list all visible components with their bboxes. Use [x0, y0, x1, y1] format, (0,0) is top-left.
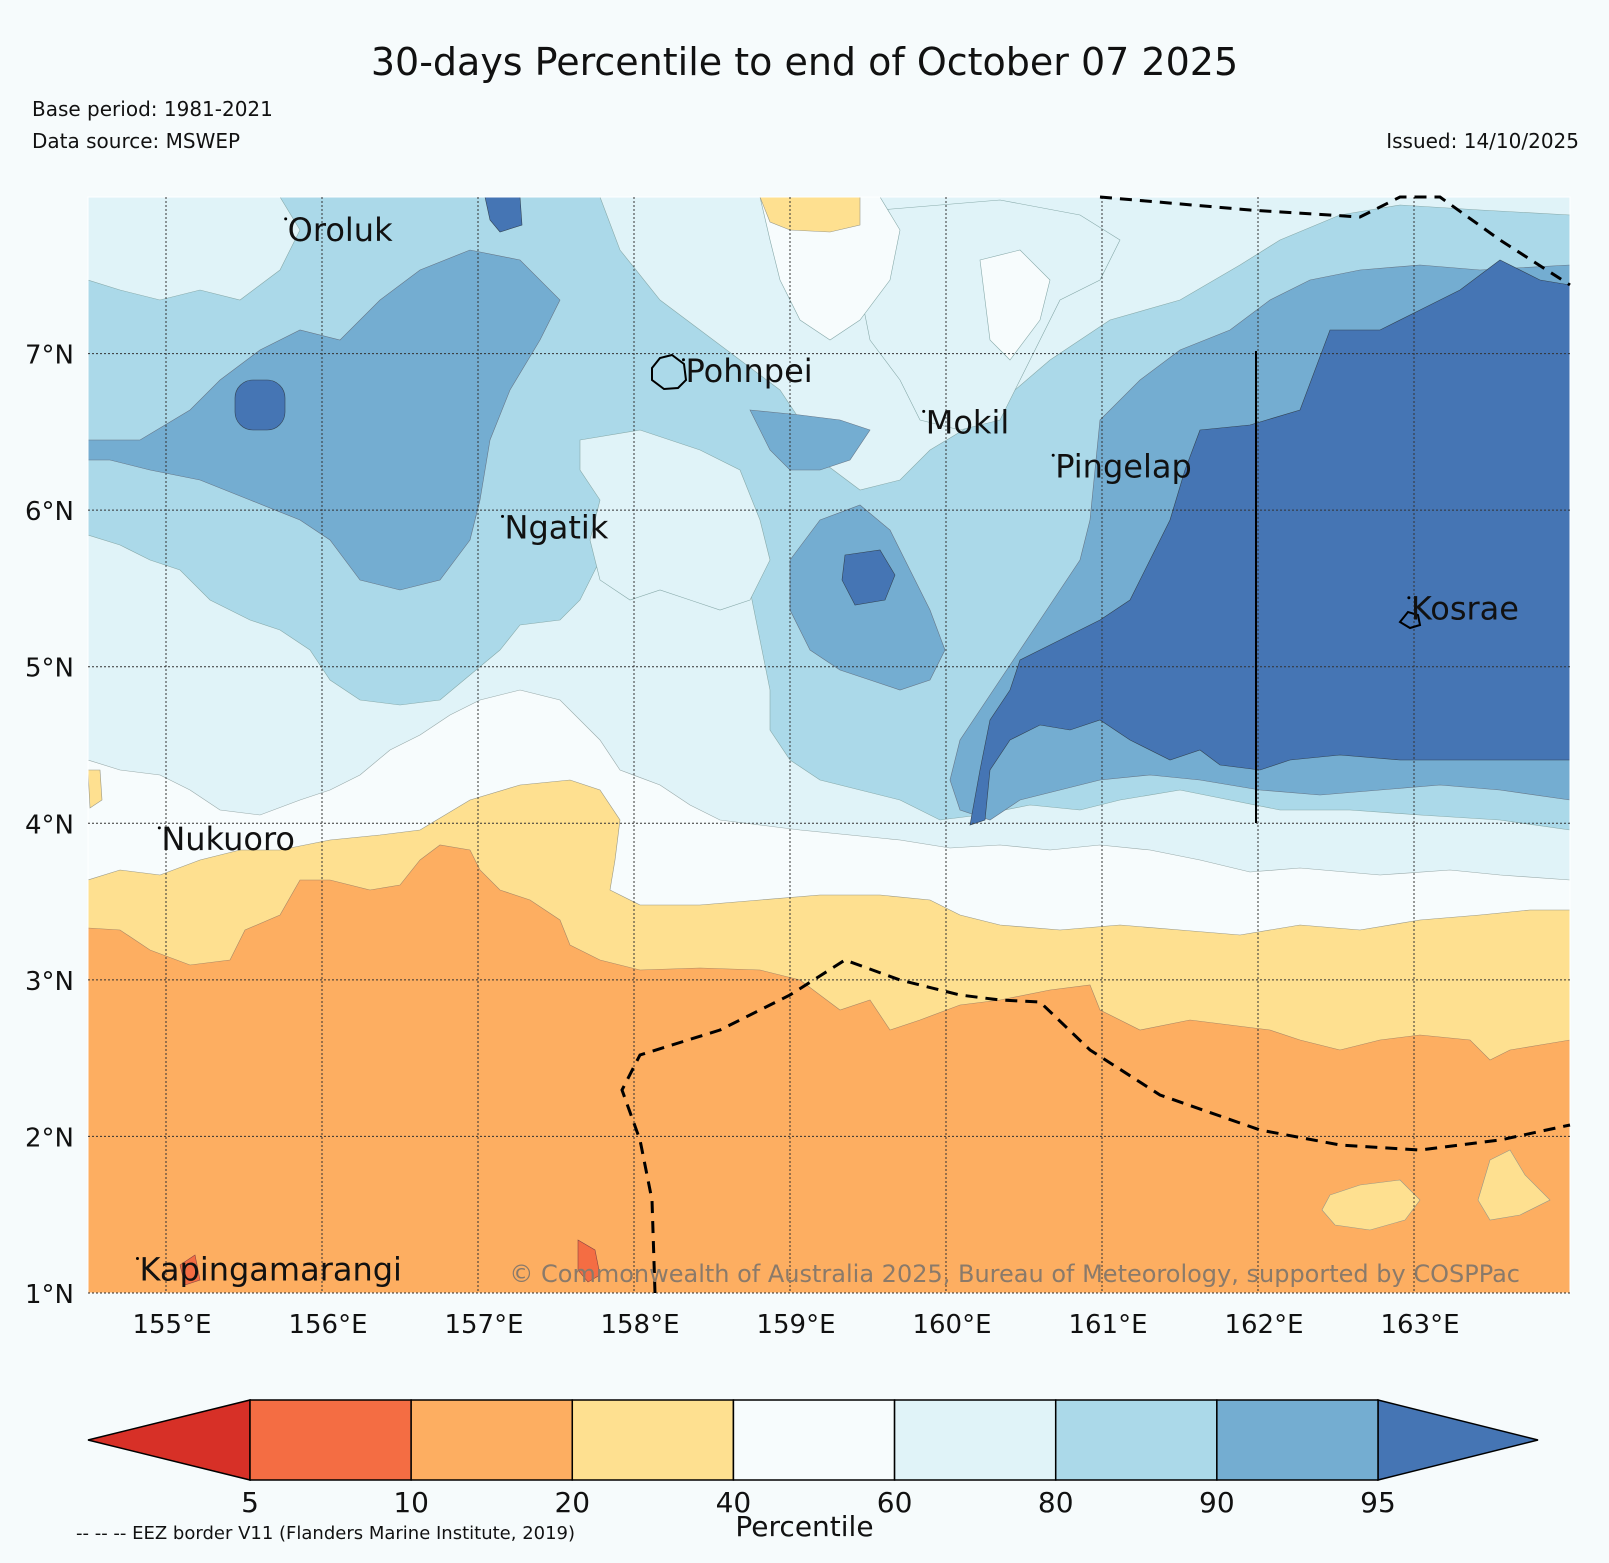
band-p20-40-se2 — [1477, 1149, 1551, 1221]
lon-tick-label: 160°E — [912, 1310, 991, 1340]
issued-date: Issued: 14/10/2025 — [1386, 129, 1579, 153]
lon-tick-label: 155°E — [132, 1310, 211, 1340]
lon-tick-label: 163°E — [1380, 1310, 1459, 1340]
lat-tick-label: 3°N — [25, 967, 74, 997]
lon-tick-label: 159°E — [756, 1310, 835, 1340]
place-label: Oroluk — [288, 211, 393, 249]
colorbar-segment — [732, 1399, 896, 1481]
eez-borders — [620, 195, 1571, 1294]
copyright-text: © Commonwealth of Australia 2025, Bureau… — [509, 1260, 1520, 1288]
colorbar-tick-label: 80 — [1038, 1486, 1074, 1519]
place-marker — [1051, 453, 1055, 457]
colorbar-tick-label: 20 — [554, 1486, 590, 1519]
gridlines — [88, 197, 1570, 1294]
band-p20-40-north — [759, 197, 861, 233]
lon-tick-label: 156°E — [288, 1310, 367, 1340]
place-marker — [135, 1256, 139, 1260]
band-p40-60-ne — [759, 197, 901, 341]
place-labels: Oroluk Pohnpei Mokil Pingelap Ngatik Kosrae Nu… — [135, 211, 1519, 1288]
band-p20-40-leftedge — [88, 769, 103, 809]
place-label: Nukuoro — [161, 820, 295, 858]
lat-tick-label: 2°N — [25, 1123, 74, 1153]
band-p40-60-e — [979, 249, 1051, 361]
colorbar-below5-triangle — [87, 1399, 251, 1481]
colorbar-segment — [893, 1399, 1057, 1481]
colorbar-above95-triangle — [1377, 1399, 1539, 1481]
band-p60-80-upper — [88, 197, 301, 301]
band-p20-40-se1 — [1321, 1179, 1421, 1231]
place-marker — [284, 217, 288, 221]
colorbar-segment — [249, 1399, 412, 1481]
colorbar-tick-label: 5 — [241, 1486, 259, 1519]
place-label: Kapingamarangi — [139, 1250, 401, 1288]
kosrae-island — [1398, 610, 1422, 630]
place-marker — [1407, 596, 1411, 600]
colorbar-segment — [1216, 1399, 1379, 1481]
colorbar-tick-label: 60 — [877, 1486, 913, 1519]
place-label: Mokil — [926, 403, 1010, 441]
colorbar: 5 10 20 40 60 80 90 95 — [87, 1399, 1539, 1519]
lat-tick-label: 6°N — [25, 497, 74, 527]
lon-tick-label: 158°E — [600, 1310, 679, 1340]
lat-tick-label: 1°N — [25, 1280, 74, 1310]
place-marker — [157, 826, 161, 830]
band-above95-mid — [841, 549, 896, 606]
place-marker — [501, 514, 505, 518]
lon-tick-label: 157°E — [444, 1310, 523, 1340]
shaded-field — [88, 197, 1570, 1293]
colorbar-segment — [410, 1399, 574, 1481]
place-label: Pingelap — [1055, 447, 1192, 485]
band-above95-west — [234, 379, 286, 431]
band-p90-95-west — [88, 249, 561, 591]
band-p10-20 — [88, 844, 1570, 1293]
place-label: Pohnpei — [685, 352, 812, 390]
data-source: Data source: MSWEP — [32, 129, 241, 153]
lon-tick-label: 161°E — [1068, 1310, 1147, 1340]
band-p60-80-centre — [579, 429, 771, 611]
lat-tick-label: 4°N — [25, 810, 74, 840]
colorbar-tick-label: 10 — [393, 1486, 429, 1519]
place-label: Ngatik — [505, 508, 609, 546]
colorbar-segment — [571, 1399, 735, 1481]
base-period: Base period: 1981-2021 — [32, 97, 273, 121]
eez-border-south — [620, 958, 1571, 1294]
band-above95-north — [484, 197, 523, 233]
colorbar-label: Percentile — [735, 1510, 874, 1543]
lon-tick-label: 162°E — [1224, 1310, 1303, 1340]
eez-legend-note: -- -- -- EEZ border V11 (Flanders Marine… — [76, 1523, 576, 1544]
place-marker — [681, 358, 685, 362]
colorbar-segment — [1054, 1399, 1218, 1481]
lat-tick-label: 7°N — [25, 341, 74, 371]
pohnpei-island — [651, 353, 688, 391]
band-p90-95-pohnpei-east — [749, 409, 871, 471]
colorbar-tick-label: 40 — [716, 1486, 752, 1519]
place-label: Kosrae — [1411, 590, 1519, 628]
place-marker — [922, 409, 926, 413]
lon-axis: 155°E 156°E 157°E 158°E 159°E 160°E 161°E 162°E… — [132, 1310, 1459, 1340]
band-p5-10 — [577, 1239, 601, 1283]
colorbar-tick-label: 95 — [1360, 1486, 1396, 1519]
lat-axis: 1°N 2°N 3°N 4°N 5°N 6°N 7°N — [25, 341, 74, 1310]
band-p5-10-sw — [179, 1254, 201, 1286]
eez-border-north — [1099, 195, 1571, 287]
band-above95 — [969, 259, 1570, 826]
map-title: 30-days Percentile to end of October 07 … — [370, 40, 1239, 84]
colorbar-tick-label: 90 — [1199, 1486, 1235, 1519]
lat-tick-label: 5°N — [25, 654, 74, 684]
